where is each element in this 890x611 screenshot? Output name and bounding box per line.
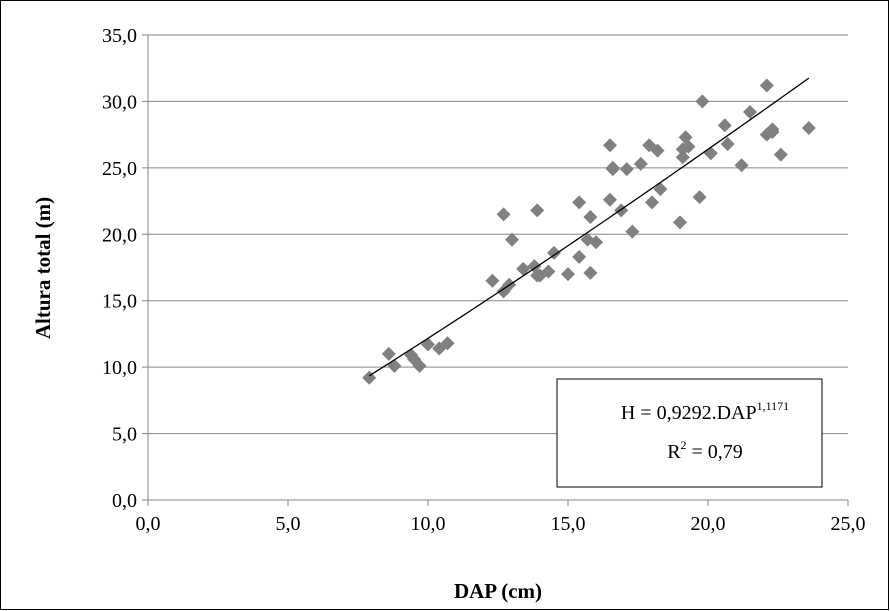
r-squared-text: R2 = 0,79 [667,438,743,463]
y-tick-label: 10,0 [102,357,137,379]
data-point [759,127,774,142]
x-tick-label: 25,0 [831,513,866,535]
axes [147,35,848,501]
data-point [381,346,396,361]
equation-text: H = 0,9292.DAP1,1171 [621,399,789,424]
x-tick-label: 20,0 [691,513,726,535]
data-point [619,162,634,177]
data-point [692,190,707,205]
data-point [412,358,427,373]
data-point [530,203,545,218]
equation-box-frame [556,378,823,488]
y-tick-label: 0,0 [112,490,137,512]
x-tick-label: 0,0 [136,513,161,535]
data-point [583,265,598,280]
r-squared-value: = 0,79 [687,441,743,463]
data-point [717,118,732,133]
equation-main: H = 0,9292.DAP [621,402,757,424]
data-point [633,156,648,171]
y-tick-label: 25,0 [102,158,137,180]
data-point [589,235,603,250]
data-point [695,94,710,109]
data-point [650,143,665,158]
data-point [681,139,696,154]
equation-exponent: 1,1171 [757,399,790,413]
data-point [496,207,511,222]
data-point [561,267,575,282]
data-point [583,210,598,225]
y-axis-title: Altura total (m) [31,197,55,339]
x-axis-ticks: 0,0 5,0 10,0 15,0 20,0 25,0 [136,500,866,535]
y-tick-label: 35,0 [102,25,137,47]
y-tick-label: 20,0 [102,224,137,246]
x-tick-label: 5,0 [276,513,301,535]
data-point [765,122,780,137]
data-point [541,264,556,279]
x-tick-label: 10,0 [411,513,446,535]
data-point [572,249,587,264]
data-point [547,245,561,260]
data-point [720,136,735,151]
data-point [505,232,519,247]
data-point [625,224,640,239]
r-squared-sup: 2 [681,438,687,452]
data-point [759,78,774,93]
data-point [673,215,687,230]
data-point [485,273,500,288]
data-point [645,195,659,210]
y-tick-label: 30,0 [102,91,137,113]
data-point [440,336,455,351]
data-point [743,105,757,120]
trendline-group [368,77,810,377]
data-point [516,261,531,276]
y-tick-label: 5,0 [112,424,137,446]
x-tick-label: 15,0 [551,513,586,535]
x-axis-title: DAP (cm) [454,579,542,603]
data-point [603,138,617,153]
data-point [572,195,587,210]
r-squared-base: R [667,441,681,463]
data-point [605,160,620,175]
data-points [362,78,816,385]
equation-box: H = 0,9292.DAP1,1171 R2 = 0,79 [556,378,823,488]
data-point [801,121,816,135]
data-point [773,147,788,162]
data-point [734,158,749,173]
y-tick-label: 15,0 [102,291,137,313]
trendline [368,77,810,377]
y-axis-ticks: 0,0 5,0 10,0 15,0 20,0 25,0 30,0 35,0 [102,25,148,512]
data-point [675,150,690,165]
data-point [603,192,617,207]
